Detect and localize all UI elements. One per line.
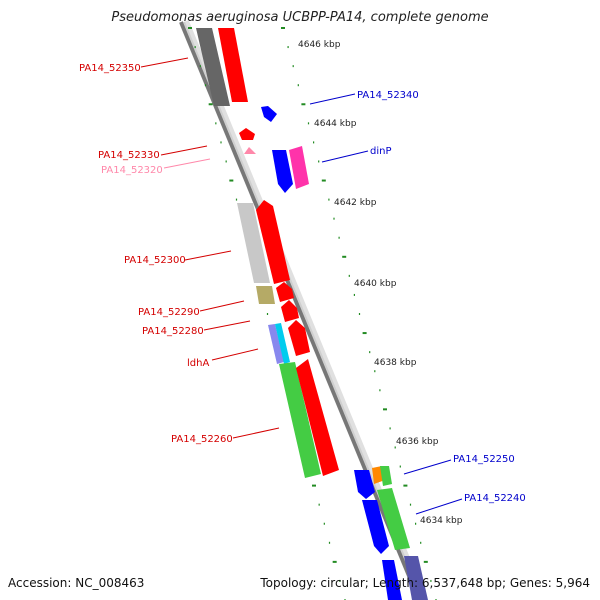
gene-labels: PA14_52350 PA14_52340 PA14_52330 PA14_52… [79,63,526,504]
gene-bar-PA14_52350[interactable] [218,28,248,102]
kbp-label-4640: 4640 kbp [354,279,397,289]
gene-bar-PA14_52280-lower[interactable] [288,320,310,356]
leader-PA14_52300 [184,250,232,261]
kbp-label-4634: 4634 kbp [420,516,463,526]
kbp-label-4636: 4636 kbp [396,437,439,447]
gene-bar-PA14_52240[interactable] [362,500,389,554]
tick-marks-right [281,27,437,600]
leader-ldhA [211,348,259,361]
genome-title: Pseudomonas aeruginosa UCBPP-PA14, compl… [111,10,489,25]
gene-label-PA14_52330[interactable]: PA14_52330 [98,150,160,161]
kbp-label-4642: 4642 kbp [334,198,377,208]
gene-bar-bottom-blue[interactable] [382,560,402,600]
gene-bar-PA14_52320[interactable] [244,147,256,154]
gene-bars [196,28,428,600]
gene-bar-PA14_52260[interactable] [279,362,321,478]
gene-bar-PA14_52280[interactable] [281,300,299,322]
leader-PA14_52240 [415,498,463,515]
leader-dinP [321,150,369,163]
gene-bar-ldhA[interactable] [275,323,290,364]
gene-label-PA14_52320[interactable]: PA14_52320 [101,165,163,176]
gene-label-PA14_52290[interactable]: PA14_52290 [138,307,200,318]
gene-leader-lines [140,57,463,515]
gene-bar-PA14_52240-green[interactable] [377,488,410,550]
gene-label-PA14_52300[interactable]: PA14_52300 [124,255,186,266]
kbp-label-4646: 4646 kbp [298,40,341,50]
gene-bar-gray-mid[interactable] [237,203,270,283]
leader-PA14_52260 [232,427,280,439]
leader-PA14_52290 [199,300,245,312]
gene-bar-bottom-navy[interactable] [404,556,428,600]
gene-label-PA14_52340[interactable]: PA14_52340 [357,90,419,101]
leader-PA14_52350 [140,57,189,68]
gene-bar-dinP-blue[interactable] [272,150,293,193]
gene-label-PA14_52260[interactable]: PA14_52260 [171,434,233,445]
gene-bar-PA14_52300[interactable] [256,200,290,284]
kbp-label-4644: 4644 kbp [314,119,357,129]
gene-label-PA14_52250[interactable]: PA14_52250 [453,454,515,465]
gene-bar-PA14_52290-red[interactable] [276,282,294,302]
gene-bar-dinP[interactable] [289,146,309,189]
genome-backbone [179,21,421,600]
gene-label-dinP[interactable]: dinP [370,146,392,157]
gene-bar-PA14_52340[interactable] [261,106,277,122]
leader-PA14_52280 [203,320,251,331]
leader-PA14_52340 [309,93,356,105]
gene-bar-green-lower[interactable] [380,466,392,486]
gene-bar-PA14_52260-red[interactable] [296,359,339,476]
gene-bar-gray-top[interactable] [196,28,230,106]
gene-label-PA14_52350[interactable]: PA14_52350 [79,63,141,74]
gene-bar-PA14_52330[interactable] [239,128,255,140]
accession-text: Accession: NC_008463 [8,576,145,590]
leader-PA14_52250 [403,459,452,475]
genome-summary: Topology: circular; Length: 6,537,648 bp… [260,576,590,590]
gene-label-PA14_52280[interactable]: PA14_52280 [142,326,204,337]
gene-label-ldhA[interactable]: ldhA [187,358,209,369]
gene-bar-PA14_52290[interactable] [256,286,275,304]
gene-bar-ldhA-light[interactable] [268,324,284,364]
gene-label-PA14_52240[interactable]: PA14_52240 [464,493,526,504]
leader-PA14_52320 [163,158,211,169]
leader-PA14_52330 [160,145,208,156]
gene-bar-PA14_52250[interactable] [354,470,375,499]
kbp-label-4638: 4638 kbp [374,358,417,368]
